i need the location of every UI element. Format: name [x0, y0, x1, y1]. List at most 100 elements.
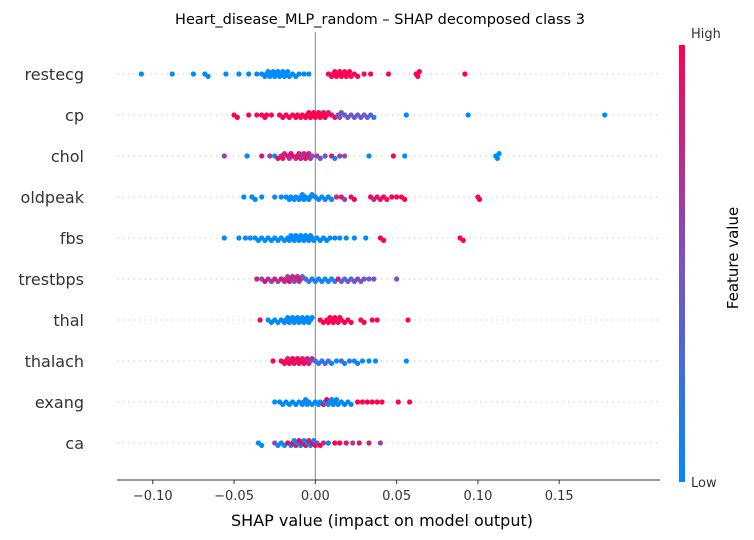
feature-label-thal: thal	[53, 311, 84, 330]
point-exang-34	[369, 399, 375, 405]
point-restecg-0	[138, 71, 144, 77]
x-tick-label: 0.05	[382, 489, 411, 504]
point-cp-3	[254, 112, 260, 118]
point-restecg-28	[296, 71, 302, 77]
x-tick-label: 0.00	[301, 489, 330, 504]
point-exang-37	[395, 399, 401, 405]
point-oldpeak-39	[402, 196, 408, 202]
feature-label-cp: cp	[65, 106, 84, 125]
colorbar-low-label: Low	[691, 476, 717, 491]
point-exang-38	[407, 399, 413, 405]
point-exang-35	[374, 399, 380, 405]
feature-label-trestbps: trestbps	[18, 270, 84, 289]
point-thalach-35	[403, 358, 409, 364]
point-fbs-40	[363, 235, 369, 241]
point-restecg-46	[355, 73, 361, 79]
point-restecg-47	[361, 71, 367, 77]
point-thal-41	[369, 317, 375, 323]
feature-rows: restecg cp chol oldpeak fbs trestbps thal thala…	[18, 65, 660, 453]
point-fbs-38	[343, 235, 349, 241]
point-fbs-36	[332, 235, 338, 241]
point-cp-1	[234, 114, 240, 120]
point-ca-1	[259, 442, 265, 448]
point-chol-32	[390, 153, 396, 159]
point-ca-25	[320, 440, 327, 446]
point-ca-28	[337, 440, 343, 446]
point-restecg-52	[416, 69, 422, 75]
point-chol-36	[496, 151, 502, 157]
point-oldpeak-29	[351, 196, 357, 202]
point-restecg-24	[285, 69, 291, 75]
point-oldpeak-36	[389, 194, 395, 200]
point-fbs-44	[460, 237, 466, 243]
point-chol-7	[280, 155, 286, 161]
point-thal-23	[309, 315, 315, 321]
point-trestbps-39	[366, 276, 372, 282]
point-thal-42	[374, 317, 380, 323]
feature-label-restecg: restecg	[25, 65, 84, 84]
point-chol-1	[244, 153, 250, 159]
point-ca-26	[325, 440, 331, 446]
point-thalach-33	[366, 358, 372, 364]
point-trestbps-0	[254, 276, 260, 282]
point-oldpeak-27	[342, 196, 348, 202]
feature-label-ca: ca	[65, 434, 84, 453]
point-trestbps-41	[394, 276, 400, 282]
point-chol-31	[366, 153, 372, 159]
point-exang-25	[333, 397, 340, 403]
point-fbs-0	[221, 235, 227, 241]
point-restecg-53	[462, 71, 468, 77]
point-restecg-7	[246, 71, 252, 77]
point-restecg-8	[254, 71, 260, 77]
point-exang-31	[355, 399, 361, 405]
point-exang-0	[272, 399, 278, 405]
point-thalach-25	[329, 360, 335, 366]
shap-points	[138, 69, 608, 448]
point-chol-33	[402, 153, 408, 159]
point-exang-36	[379, 399, 385, 405]
point-chol-0	[221, 153, 227, 159]
point-restecg-4	[205, 73, 211, 79]
point-restecg-48	[368, 71, 374, 77]
feature-label-thalach: thalach	[25, 352, 84, 371]
point-oldpeak-35	[384, 196, 390, 202]
point-thalach-29	[346, 358, 353, 364]
point-exang-33	[364, 399, 370, 405]
point-chol-2	[259, 153, 265, 159]
point-restecg-5	[223, 71, 229, 77]
point-oldpeak-24	[329, 196, 335, 202]
point-chol-30	[342, 153, 348, 159]
point-restecg-30	[306, 71, 312, 77]
point-restecg-29	[301, 71, 307, 77]
point-oldpeak-41	[476, 196, 483, 202]
point-chol-29	[337, 153, 343, 159]
point-thalach-28	[342, 360, 348, 366]
point-restecg-1	[169, 71, 175, 77]
colorbar-title: Feature value	[724, 207, 742, 309]
point-cp-6	[263, 112, 270, 118]
point-oldpeak-2	[252, 196, 258, 202]
point-cp-48	[465, 112, 471, 118]
point-restecg-6	[236, 71, 242, 77]
point-cp-47	[403, 112, 409, 118]
point-chol-3	[267, 153, 273, 159]
feature-label-oldpeak: oldpeak	[21, 188, 85, 207]
point-fbs-1	[236, 235, 242, 241]
x-axis-label: SHAP value (impact on model output)	[231, 511, 533, 530]
point-oldpeak-4	[272, 194, 278, 200]
point-chol-23	[309, 153, 315, 159]
point-restecg-51	[415, 73, 421, 79]
point-thal-40	[361, 319, 367, 325]
point-cp-35	[337, 114, 343, 120]
point-thal-0	[257, 317, 263, 323]
point-restecg-2	[190, 71, 197, 77]
point-cp-7	[268, 112, 275, 118]
point-thalach-31	[355, 360, 361, 366]
point-thalach-32	[359, 358, 366, 364]
x-axis-ticks: −0.10 −0.05 0.00 0.05 0.10 0.15	[133, 480, 574, 504]
point-ca-33	[377, 440, 383, 446]
x-tick-label: 0.15	[545, 489, 574, 504]
feature-label-fbs: fbs	[60, 229, 84, 248]
point-oldpeak-5	[278, 194, 284, 200]
